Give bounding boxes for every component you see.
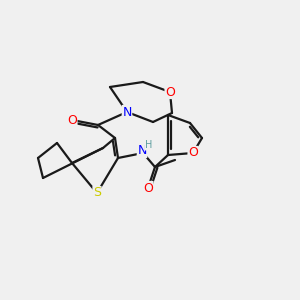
- Text: O: O: [188, 146, 198, 160]
- Text: O: O: [165, 85, 175, 98]
- Text: H: H: [145, 140, 153, 150]
- Text: S: S: [93, 187, 101, 200]
- Text: O: O: [67, 113, 77, 127]
- Text: N: N: [137, 145, 147, 158]
- Text: N: N: [122, 106, 132, 118]
- Text: O: O: [143, 182, 153, 194]
